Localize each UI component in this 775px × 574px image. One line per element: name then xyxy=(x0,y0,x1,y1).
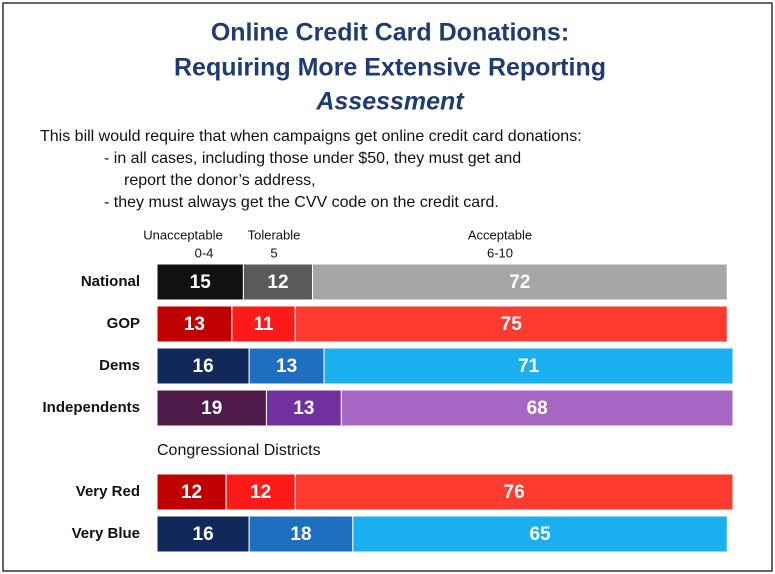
category-label: Dems xyxy=(99,357,140,374)
value-label: 19 xyxy=(201,398,222,419)
legend-label: Tolerable xyxy=(248,227,301,242)
value-label: 13 xyxy=(184,314,205,335)
bar-segment xyxy=(156,305,233,343)
bar-segment xyxy=(248,515,354,553)
category-label: GOP xyxy=(107,315,140,332)
category-label: National xyxy=(81,273,140,290)
value-label: 13 xyxy=(276,356,297,377)
description: - they must always get the CVV code on t… xyxy=(104,194,499,211)
value-label: 68 xyxy=(527,398,548,419)
value-label: 16 xyxy=(193,524,214,545)
value-label: 76 xyxy=(504,482,525,503)
value-label: 71 xyxy=(518,356,540,377)
bar-segment xyxy=(294,473,734,511)
value-label: 75 xyxy=(501,314,523,335)
value-label: 65 xyxy=(529,524,551,545)
category-label: Very Blue xyxy=(72,525,140,542)
value-label: 11 xyxy=(254,314,275,335)
bar-segment xyxy=(340,389,734,427)
value-label: 12 xyxy=(181,482,202,503)
legend-range: 6-10 xyxy=(487,245,513,260)
bar-segment xyxy=(312,263,728,301)
legend-label: Acceptable xyxy=(468,227,532,242)
value-label: 13 xyxy=(293,398,314,419)
bar-segment xyxy=(231,305,296,343)
value-label: 15 xyxy=(190,272,212,293)
bar-segment xyxy=(156,347,250,385)
bar-segment xyxy=(265,389,342,427)
chart-title: Online Credit Card Donations: xyxy=(211,19,569,47)
value-label: 12 xyxy=(267,272,288,293)
bar-segment xyxy=(156,389,267,427)
bar-segment xyxy=(352,515,728,553)
chart-subtitle: Assessment xyxy=(315,88,465,116)
bar-segment xyxy=(242,263,314,301)
legend-range: 0-4 xyxy=(195,245,214,260)
category-label: Very Red xyxy=(76,483,140,500)
bar-segment xyxy=(156,473,227,511)
bar-segment xyxy=(156,515,250,553)
value-label: 18 xyxy=(290,524,311,545)
category-label: Independents xyxy=(42,399,140,416)
description: report the donor’s address, xyxy=(124,172,316,189)
value-label: 12 xyxy=(250,482,271,503)
bar-segment xyxy=(294,305,728,343)
value-label: 72 xyxy=(509,272,530,293)
bar-segment xyxy=(156,263,244,301)
legend-range: 5 xyxy=(270,245,277,260)
legend-label: Unacceptable xyxy=(143,227,223,242)
description: This bill would require that when campai… xyxy=(40,128,582,145)
chart-title: Requiring More Extensive Reporting xyxy=(174,54,606,82)
group-label: Congressional Districts xyxy=(157,442,321,459)
description: - in all cases, including those under $5… xyxy=(104,150,521,167)
bar-segment xyxy=(323,347,734,385)
bar-segment xyxy=(248,347,325,385)
value-label: 16 xyxy=(193,356,214,377)
bar-segment xyxy=(225,473,296,511)
